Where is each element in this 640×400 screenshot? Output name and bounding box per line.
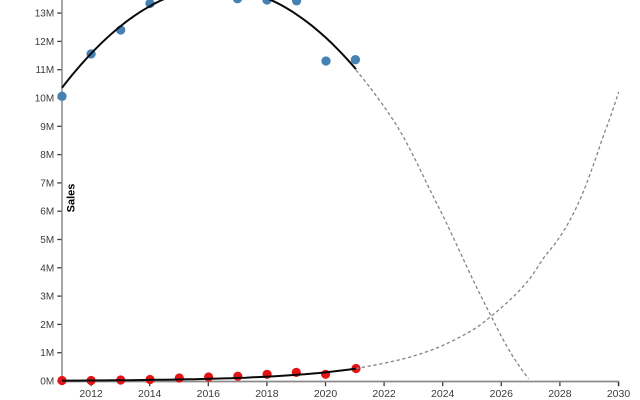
svg-text:5M: 5M bbox=[40, 235, 54, 246]
svg-text:2024: 2024 bbox=[431, 388, 455, 400]
svg-text:2028: 2028 bbox=[548, 388, 572, 400]
svg-text:2M: 2M bbox=[40, 320, 54, 331]
svg-text:2026: 2026 bbox=[490, 388, 514, 400]
svg-text:9M: 9M bbox=[40, 122, 54, 133]
svg-text:3M: 3M bbox=[40, 292, 54, 303]
svg-text:2016: 2016 bbox=[197, 388, 221, 400]
svg-text:10M: 10M bbox=[35, 94, 54, 105]
svg-text:2020: 2020 bbox=[314, 388, 338, 400]
svg-text:7M: 7M bbox=[40, 178, 54, 189]
svg-text:4M: 4M bbox=[40, 263, 54, 274]
svg-text:11M: 11M bbox=[35, 65, 54, 76]
svg-text:1M: 1M bbox=[40, 348, 54, 359]
svg-text:2022: 2022 bbox=[372, 388, 396, 400]
svg-text:6M: 6M bbox=[40, 207, 54, 218]
svg-text:12M: 12M bbox=[35, 37, 54, 48]
svg-text:0M: 0M bbox=[40, 377, 54, 388]
svg-text:Sales: Sales bbox=[66, 184, 78, 213]
svg-text:2012: 2012 bbox=[79, 388, 103, 400]
svg-text:2018: 2018 bbox=[255, 388, 279, 400]
svg-text:2030: 2030 bbox=[607, 388, 631, 400]
svg-text:2014: 2014 bbox=[138, 388, 162, 400]
svg-text:8M: 8M bbox=[40, 150, 54, 161]
svg-text:13M: 13M bbox=[35, 9, 54, 20]
